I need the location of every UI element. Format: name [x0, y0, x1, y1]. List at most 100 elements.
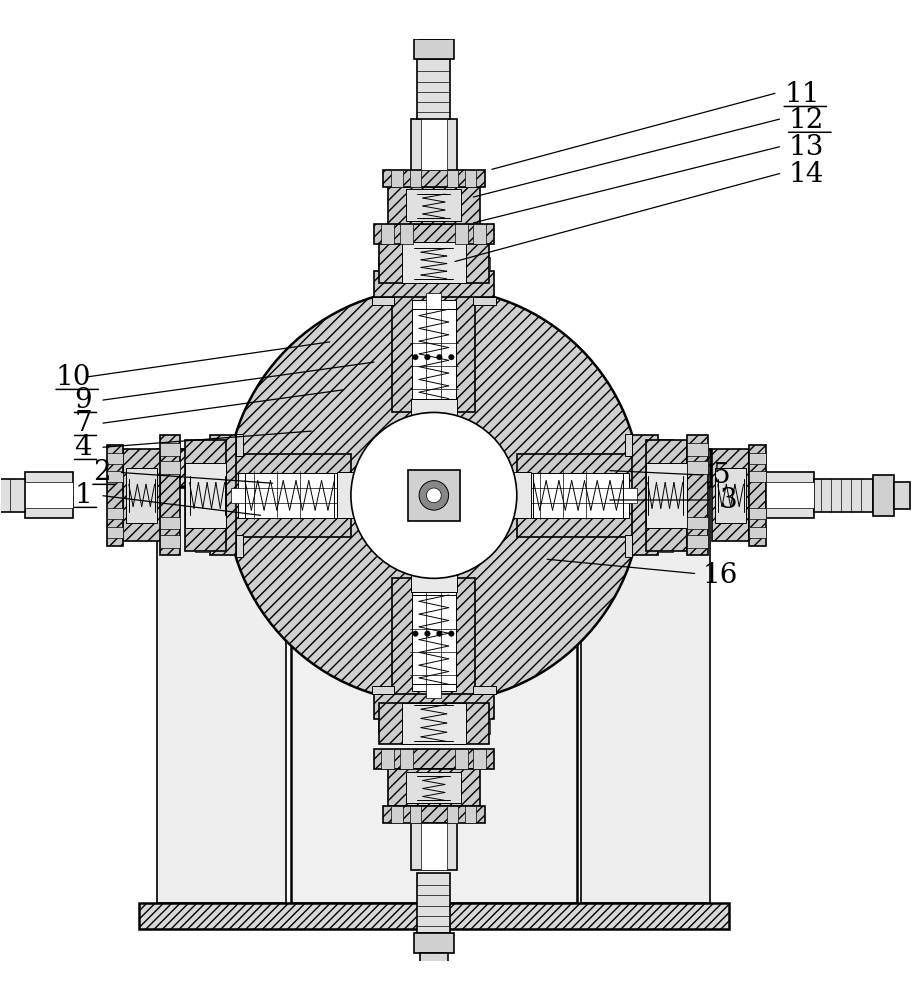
Bar	[210, 435, 235, 555]
Bar	[25, 472, 73, 518]
Bar	[388, 769, 480, 806]
Text: 1: 1	[75, 482, 92, 509]
Circle shape	[226, 288, 641, 703]
Bar	[873, 475, 893, 516]
Circle shape	[437, 631, 442, 636]
Bar	[473, 224, 486, 244]
Bar	[381, 749, 394, 769]
Bar	[107, 471, 124, 482]
Bar	[160, 443, 180, 456]
Bar	[231, 488, 351, 503]
Bar	[455, 224, 468, 244]
Bar	[235, 434, 243, 456]
Text: 4: 4	[75, 434, 92, 461]
Bar	[688, 461, 708, 474]
Bar	[646, 463, 688, 528]
Text: 12: 12	[788, 107, 824, 134]
Bar	[414, 39, 454, 59]
Bar	[766, 482, 813, 508]
Bar	[231, 454, 351, 537]
Bar	[372, 297, 394, 305]
Bar	[157, 488, 286, 903]
Bar	[749, 508, 766, 519]
Bar	[195, 541, 210, 552]
Text: 7: 7	[75, 410, 92, 437]
Bar	[107, 445, 124, 546]
Bar	[391, 806, 402, 823]
Circle shape	[425, 631, 430, 636]
Text: 9: 9	[75, 387, 92, 414]
Bar	[426, 293, 441, 412]
Bar	[406, 772, 462, 803]
Bar	[447, 806, 458, 823]
Bar	[378, 703, 489, 744]
Circle shape	[437, 354, 442, 360]
Bar	[455, 749, 468, 769]
Bar	[139, 903, 729, 929]
Bar	[473, 297, 496, 305]
Bar	[124, 449, 160, 541]
Bar	[421, 119, 447, 170]
Bar	[411, 119, 457, 170]
Bar	[508, 472, 531, 518]
Bar	[517, 454, 637, 537]
Bar	[374, 694, 494, 719]
Bar	[374, 224, 494, 244]
Text: 3: 3	[720, 487, 737, 514]
Bar	[383, 806, 485, 823]
Bar	[195, 439, 210, 450]
Bar	[372, 686, 394, 694]
Bar	[378, 242, 489, 283]
Bar	[517, 488, 637, 503]
Bar	[646, 440, 688, 551]
Bar	[378, 257, 389, 271]
Bar	[160, 535, 180, 548]
Bar	[688, 443, 708, 456]
Bar	[107, 527, 124, 538]
Bar	[688, 435, 708, 555]
Bar	[400, 224, 413, 244]
Circle shape	[449, 631, 454, 636]
Bar	[581, 488, 711, 903]
Text: 11: 11	[784, 81, 820, 108]
Bar	[235, 535, 243, 557]
Bar	[479, 257, 490, 271]
Circle shape	[419, 481, 449, 510]
Bar	[473, 749, 486, 769]
Bar	[185, 440, 226, 551]
Bar	[408, 470, 460, 521]
Bar	[632, 435, 658, 555]
Bar	[381, 224, 394, 244]
Bar	[391, 170, 402, 187]
Bar	[185, 463, 226, 528]
Bar	[417, 59, 450, 119]
Bar	[25, 482, 73, 508]
Bar	[715, 468, 747, 523]
Bar	[388, 187, 480, 224]
Bar	[465, 806, 476, 823]
Bar	[412, 300, 456, 405]
Bar	[406, 189, 462, 221]
Bar	[378, 719, 389, 734]
Circle shape	[413, 354, 418, 360]
Circle shape	[426, 488, 441, 503]
Bar	[625, 535, 632, 557]
Bar	[0, 479, 25, 512]
Bar	[625, 434, 632, 456]
Text: 16: 16	[703, 562, 738, 589]
Bar	[157, 449, 711, 486]
Bar	[749, 527, 766, 538]
Bar	[420, 23, 448, 39]
Bar	[479, 719, 490, 734]
Circle shape	[413, 631, 418, 636]
Bar	[402, 703, 466, 744]
Bar	[126, 468, 157, 523]
Bar	[107, 508, 124, 519]
Circle shape	[351, 412, 517, 578]
Bar	[658, 541, 673, 552]
Bar	[688, 517, 708, 529]
Bar	[411, 823, 457, 870]
Bar	[465, 170, 476, 187]
Circle shape	[449, 354, 454, 360]
Bar	[400, 749, 413, 769]
